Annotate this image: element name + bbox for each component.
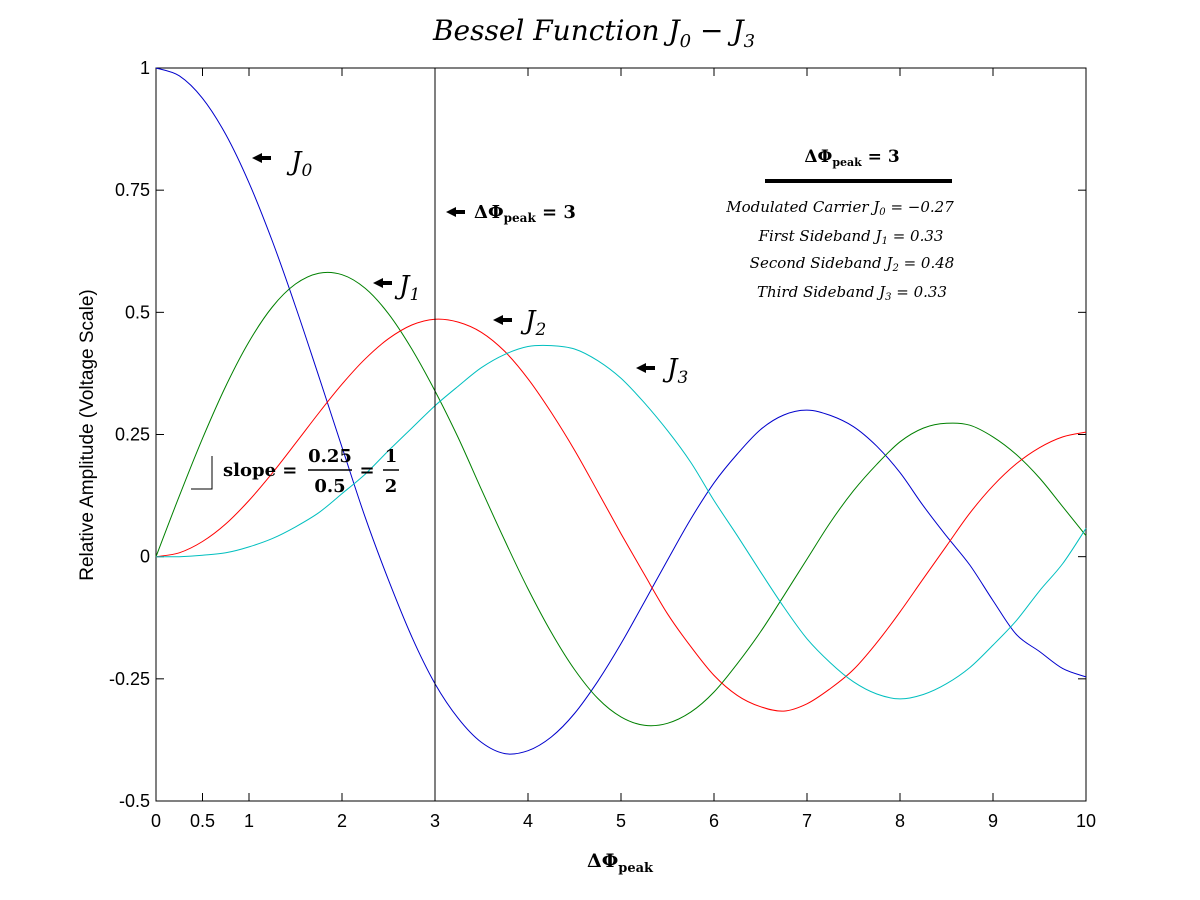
arrow-j0-icon bbox=[252, 153, 271, 163]
series-label-j3-sub: 3 bbox=[677, 368, 688, 388]
plot-frame bbox=[155, 67, 1087, 802]
label-j1-group: J1 bbox=[373, 271, 420, 305]
y-tick-label: -0.25 bbox=[109, 669, 150, 689]
series-label-j1: J1 bbox=[394, 271, 420, 305]
slope-den2: 2 bbox=[385, 476, 398, 497]
vline-label-main: ΔΦ bbox=[474, 202, 504, 223]
x-axis-label-sub: peak bbox=[618, 861, 654, 876]
slope-num1: 0.25 bbox=[308, 446, 352, 467]
x-axis-label-main: ΔΦ bbox=[587, 850, 618, 872]
x-tick-label: 7 bbox=[802, 811, 812, 831]
info-line-4: Third Sideband J3 = 0.33 bbox=[757, 283, 947, 303]
x-tick-label: 1 bbox=[244, 811, 254, 831]
label-j0-group: J0 bbox=[252, 147, 312, 181]
series-label-j0: J0 bbox=[286, 147, 312, 181]
info-line-3-value: = 0.48 bbox=[899, 254, 955, 272]
x-tick-label: 2 bbox=[337, 811, 347, 831]
x-tick-label: 8 bbox=[895, 811, 905, 831]
x-tick-label: 0.5 bbox=[190, 811, 215, 831]
info-line-1-value: = −0.27 bbox=[886, 198, 955, 216]
title-sub1: 0 bbox=[680, 31, 691, 52]
info-line-3-sub: 2 bbox=[891, 263, 898, 274]
x-tick-label: 5 bbox=[616, 811, 626, 831]
info-line-1-sub: 0 bbox=[879, 207, 886, 218]
series-label-j2-sub: 2 bbox=[534, 320, 546, 340]
series-line-j0 bbox=[155, 67, 1087, 755]
slope-prefix: slope = bbox=[223, 460, 304, 481]
series-label-j0-main: J bbox=[286, 147, 303, 177]
slope-num2: 1 bbox=[385, 446, 398, 467]
y-tick-label: 0 bbox=[140, 547, 150, 567]
y-tick-label: 1 bbox=[140, 58, 150, 78]
info-line-3-text: Second Sideband J bbox=[750, 254, 894, 272]
y-axis-label: Relative Amplitude (Voltage Scale) bbox=[77, 289, 98, 581]
x-tick-label: 4 bbox=[523, 811, 533, 831]
arrow-j2-icon bbox=[493, 315, 512, 325]
info-line-4-text: Third Sideband J bbox=[757, 283, 886, 301]
series-label-j2-main: J bbox=[520, 306, 537, 336]
y-tick-label: 0.5 bbox=[125, 302, 150, 322]
x-tick-label: 9 bbox=[988, 811, 998, 831]
info-box-header: ΔΦpeak = 3 bbox=[804, 147, 899, 169]
series-line-j3 bbox=[155, 344, 1087, 700]
slope-den1: 0.5 bbox=[314, 476, 345, 497]
y-tick-label: 0.25 bbox=[115, 425, 150, 445]
x-tick-label: 6 bbox=[709, 811, 719, 831]
arrow-j3-icon bbox=[636, 363, 655, 373]
info-line-2: First Sideband J1 = 0.33 bbox=[758, 227, 944, 247]
label-j3-group: J3 bbox=[636, 354, 688, 388]
arrow-j1-icon bbox=[373, 278, 392, 288]
title-sub2: 3 bbox=[744, 31, 755, 52]
slope-triangle-icon bbox=[191, 456, 213, 490]
arrow-vline-icon bbox=[446, 207, 465, 217]
vline-annotation: ΔΦpeak = 3 bbox=[446, 202, 576, 225]
x-tick-label: 0 bbox=[151, 811, 161, 831]
vline-label: ΔΦpeak = 3 bbox=[474, 202, 576, 225]
series-label-j3: J3 bbox=[662, 354, 688, 388]
chart-title: Bessel Function J0 − J3 bbox=[432, 14, 755, 52]
info-line-2-text: First Sideband J bbox=[758, 227, 883, 245]
info-line-2-value: = 0.33 bbox=[888, 227, 944, 245]
slope-annotation: slope = 0.25 0.5 = 1 2 bbox=[191, 446, 399, 497]
x-tick-label: 3 bbox=[430, 811, 440, 831]
vline-label-sub: peak bbox=[504, 211, 537, 225]
series-label-j2: J2 bbox=[520, 306, 546, 340]
info-line-1: Modulated Carrier J0 = −0.27 bbox=[725, 198, 954, 218]
info-box: ΔΦpeak = 3 Modulated Carrier J0 = −0.27 … bbox=[725, 147, 954, 303]
series-label-j1-sub: 1 bbox=[409, 285, 420, 305]
info-line-2-sub: 1 bbox=[882, 236, 888, 247]
series-line-j1 bbox=[155, 271, 1087, 727]
info-box-header-rest: = 3 bbox=[862, 147, 900, 167]
info-box-header-sub: peak bbox=[832, 156, 862, 169]
x-axis-label: ΔΦpeak bbox=[587, 850, 654, 876]
title-main: Bessel Function J bbox=[432, 14, 681, 47]
y-tick-label: 0.75 bbox=[115, 180, 150, 200]
series-label-j1-main: J bbox=[394, 271, 411, 301]
info-line-3: Second Sideband J2 = 0.48 bbox=[750, 254, 955, 274]
title-dash: − J bbox=[691, 14, 745, 47]
series-label-j3-main: J bbox=[662, 354, 679, 384]
y-tick-label: -0.5 bbox=[119, 791, 150, 811]
series-label-j0-sub: 0 bbox=[301, 161, 312, 181]
x-tick-label: 10 bbox=[1076, 811, 1096, 831]
series-line-j2 bbox=[155, 318, 1087, 712]
vline-label-rest: = 3 bbox=[536, 202, 576, 223]
series-layer bbox=[155, 67, 1087, 755]
label-j2-group: J2 bbox=[493, 306, 546, 340]
info-line-1-text: Modulated Carrier J bbox=[725, 198, 880, 216]
info-line-4-sub: 3 bbox=[885, 292, 891, 303]
slope-eq: = bbox=[359, 460, 374, 481]
info-line-4-value: = 0.33 bbox=[892, 283, 948, 301]
info-box-header-main: ΔΦ bbox=[804, 147, 832, 167]
